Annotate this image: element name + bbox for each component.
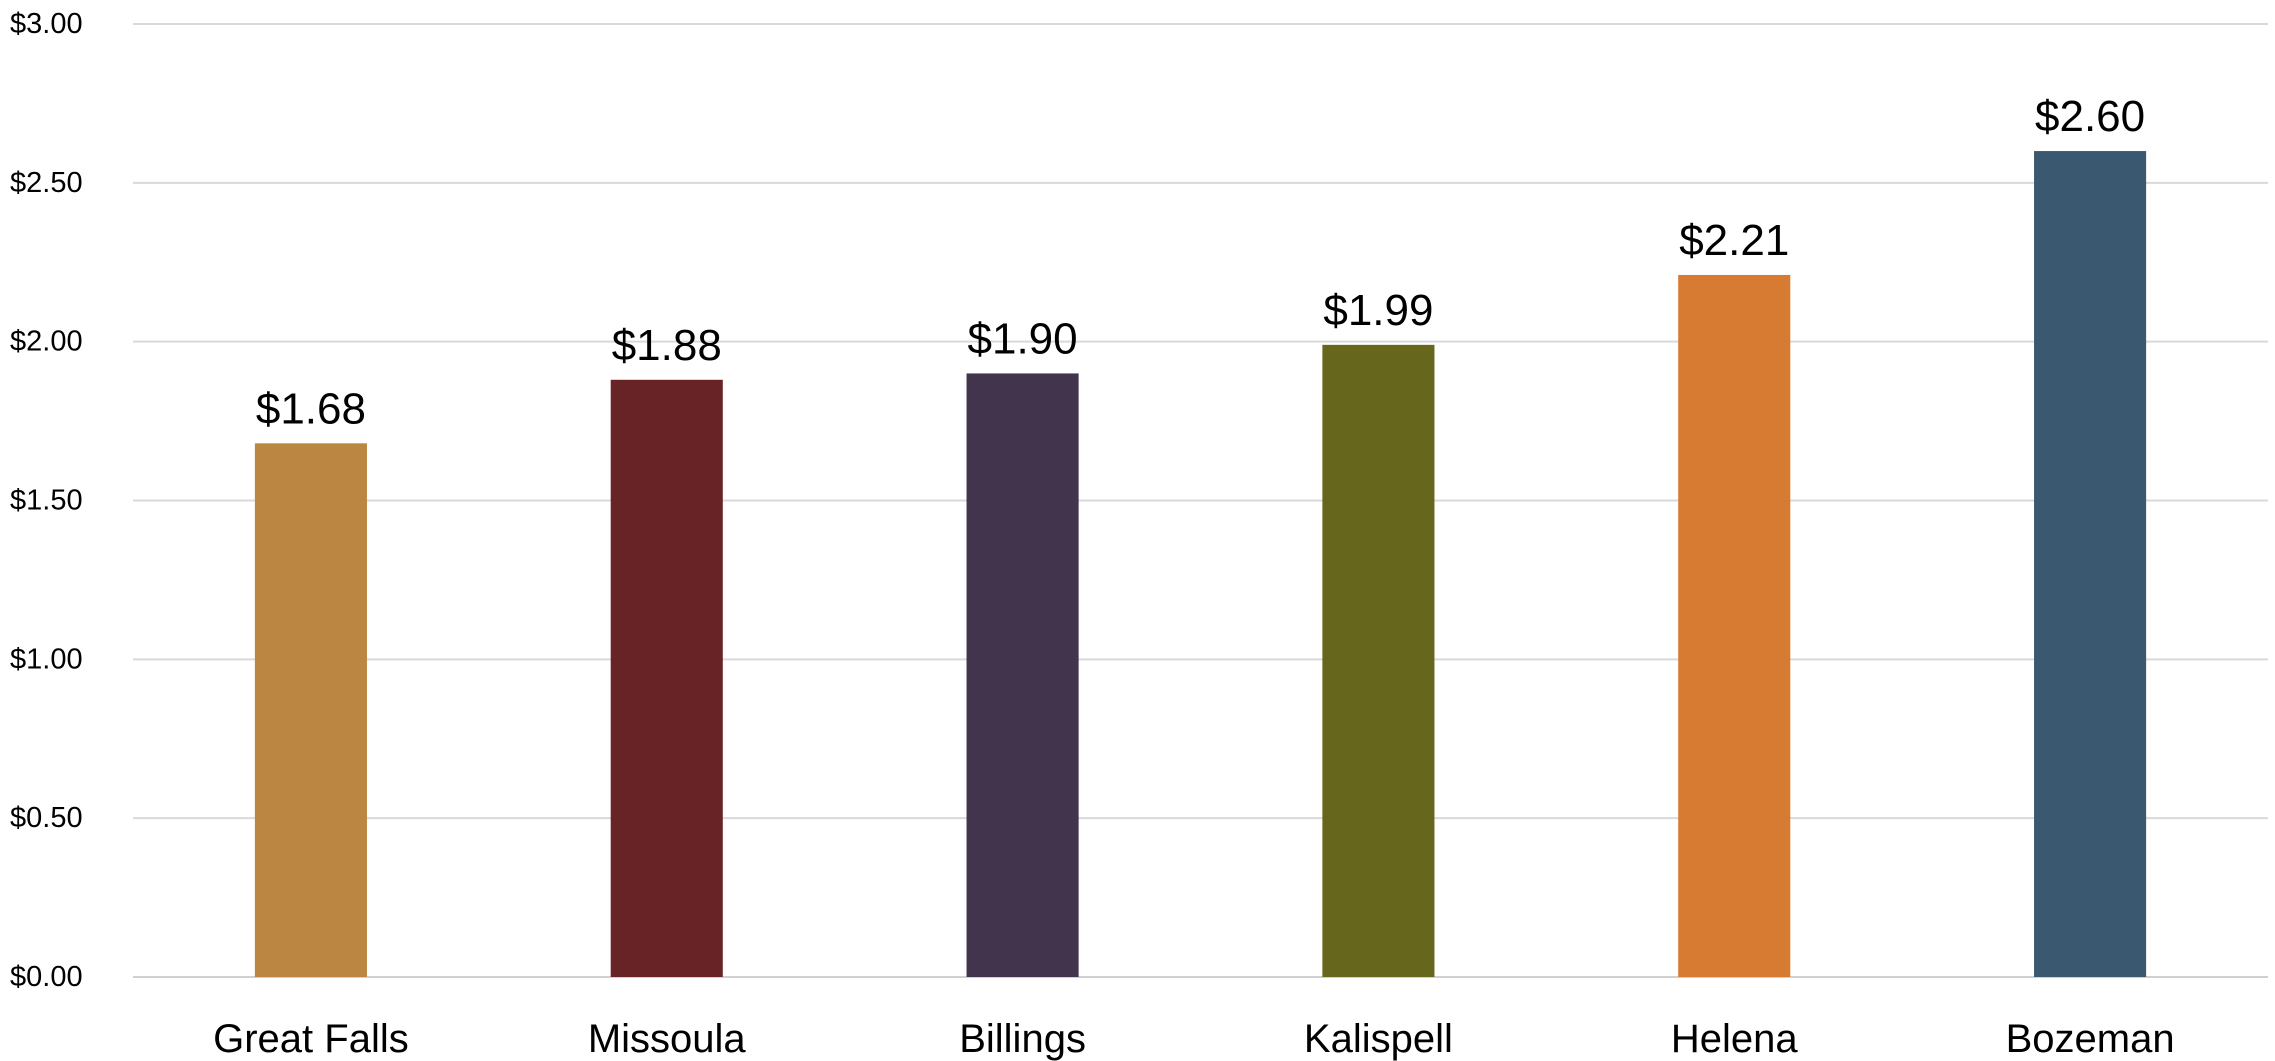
y-axis-ticks: $0.00 $0.50 $1.00 $1.50 $2.00 $2.50 $3.00	[10, 8, 83, 993]
x-tick-label: Helena	[1671, 1017, 1799, 1061]
y-tick-label: $0.00	[10, 961, 83, 993]
bar	[2034, 151, 2147, 978]
data-label: $1.88	[612, 321, 722, 370]
x-tick-label: Billings	[959, 1017, 1086, 1061]
bar	[966, 373, 1079, 977]
data-label: $1.99	[1323, 286, 1433, 335]
x-tick-label: Great Falls	[213, 1017, 409, 1061]
bar	[1678, 274, 1791, 977]
y-tick-label: $1.00	[10, 643, 83, 675]
data-label: $1.90	[968, 314, 1078, 363]
x-tick-label: Bozeman	[2006, 1017, 2175, 1061]
x-tick-label: Kalispell	[1304, 1017, 1453, 1061]
bar	[610, 379, 723, 978]
data-label: $2.60	[2035, 92, 2145, 141]
y-tick-label: $2.00	[10, 326, 83, 358]
gridlines	[133, 23, 2268, 978]
y-tick-label: $0.50	[10, 802, 83, 834]
x-axis-ticks: Great Falls Missoula Billings Kalispell Hele…	[213, 1017, 2174, 1061]
y-tick-label: $3.00	[10, 8, 83, 40]
y-tick-label: $1.50	[10, 485, 83, 517]
x-tick-label: Missoula	[588, 1017, 747, 1061]
bar	[254, 443, 367, 977]
data-label: $1.68	[256, 384, 366, 433]
y-tick-label: $2.50	[10, 167, 83, 199]
data-labels: $1.68 $1.88 $1.90 $1.99 $2.21 $2.60	[256, 92, 2145, 433]
bars	[254, 151, 2147, 978]
data-label: $2.21	[1679, 216, 1789, 265]
bar	[1322, 344, 1435, 977]
